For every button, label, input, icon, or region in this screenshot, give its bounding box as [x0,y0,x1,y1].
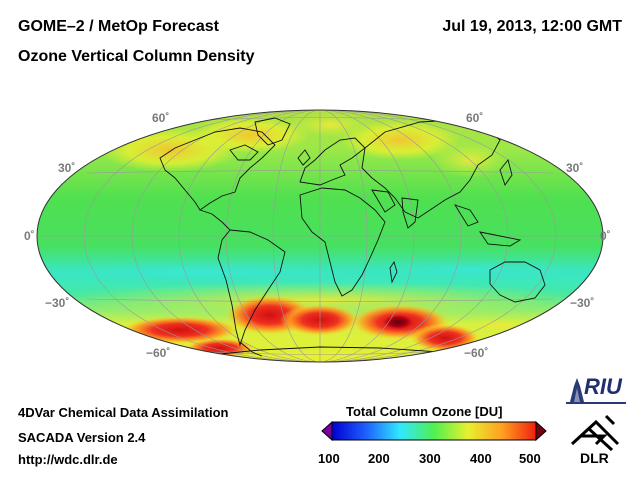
dlr-logo-text: DLR [580,450,609,466]
lat-label-right-m60: −60˚ [464,346,489,360]
lat-label-left-m30: −30˚ [45,296,70,310]
dlr-logo-icon [570,414,620,452]
colorbar-tick-300: 300 [419,451,441,466]
graticule [37,110,603,362]
colorbar-title: Total Column Ozone [DU] [346,404,503,419]
colorbar-max-arrow [535,420,547,442]
riu-logo: RIU [566,374,628,406]
dlr-logo: DLR [566,414,626,470]
method-label: 4DVar Chemical Data Assimilation [18,405,229,420]
url-link[interactable]: http://wdc.dlr.de [18,452,118,467]
lat-label-left-60: 60˚ [152,111,170,125]
lat-label-right-m30: −30˚ [570,296,595,310]
colorbar-tick-100: 100 [318,451,340,466]
lat-label-right-0: 0˚ [600,229,611,243]
map-date: Jul 19, 2013, 12:00 GMT [442,18,622,35]
lat-label-left-m60: −60˚ [146,346,171,360]
map-subtitle: Ozone Vertical Column Density [18,48,255,65]
lat-label-left-0: 0˚ [24,229,35,243]
riu-logo-icon [566,378,626,404]
map-title: GOME–2 / MetOp Forecast [18,18,219,35]
colorbar-tick-400: 400 [470,451,492,466]
colorbar-min-arrow [321,420,333,442]
colorbar [321,420,547,442]
lat-label-left-30: 30˚ [58,161,76,175]
colorbar-tick-200: 200 [368,451,390,466]
version-label: SACADA Version 2.4 [18,430,146,445]
lat-label-right-30: 30˚ [566,161,584,175]
globe-outline [36,109,604,363]
riu-logo-text: RIU [584,374,622,399]
lat-label-right-60: 60˚ [466,111,484,125]
colorbar-tick-500: 500 [519,451,541,466]
